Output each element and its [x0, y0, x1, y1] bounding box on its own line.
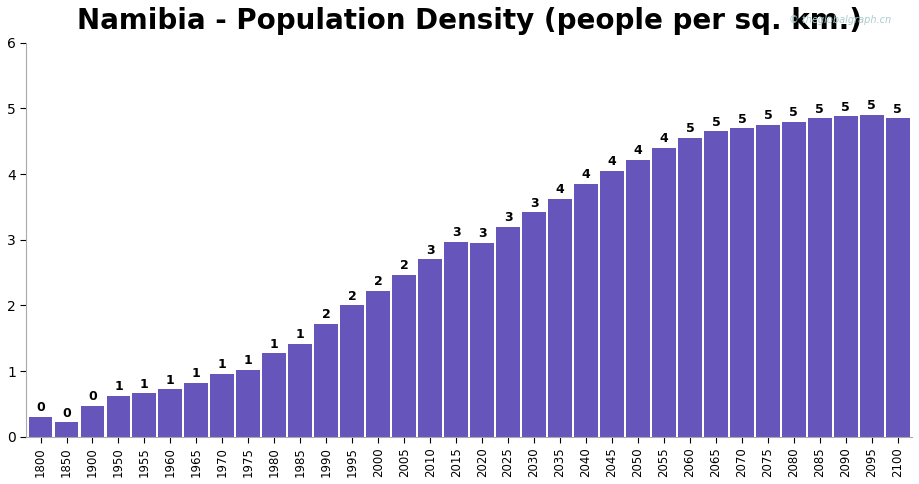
- Text: 1: 1: [244, 354, 253, 367]
- Bar: [28, 417, 52, 437]
- Bar: [704, 132, 728, 437]
- Bar: [496, 227, 520, 437]
- Text: 2: 2: [322, 308, 331, 321]
- Bar: [860, 115, 884, 437]
- Bar: [574, 184, 598, 437]
- Text: 2: 2: [348, 290, 357, 303]
- Text: 3: 3: [504, 211, 513, 224]
- Text: 5: 5: [842, 101, 850, 114]
- Text: 5: 5: [868, 99, 876, 112]
- Text: 5: 5: [893, 103, 902, 116]
- Text: 3: 3: [529, 197, 539, 210]
- Text: 0: 0: [62, 407, 71, 420]
- Bar: [107, 396, 130, 437]
- Text: 4: 4: [582, 168, 590, 182]
- Text: 1: 1: [166, 374, 175, 387]
- Bar: [289, 344, 312, 437]
- Text: 1: 1: [296, 328, 305, 341]
- Text: 5: 5: [711, 116, 720, 129]
- Text: 5: 5: [815, 103, 824, 116]
- Text: © theglobalgraph.cn: © theglobalgraph.cn: [789, 15, 891, 25]
- Bar: [678, 138, 702, 437]
- Bar: [367, 291, 391, 437]
- Text: 1: 1: [114, 380, 123, 393]
- Bar: [522, 212, 546, 437]
- Bar: [652, 148, 675, 437]
- Text: 1: 1: [192, 367, 200, 380]
- Text: 5: 5: [764, 109, 772, 122]
- Bar: [782, 121, 806, 437]
- Bar: [132, 393, 156, 437]
- Text: 1: 1: [270, 338, 278, 351]
- Bar: [418, 259, 442, 437]
- Text: 4: 4: [660, 132, 668, 145]
- Bar: [314, 324, 338, 437]
- Bar: [626, 160, 650, 437]
- Bar: [444, 242, 468, 437]
- Text: 4: 4: [607, 155, 617, 168]
- Bar: [340, 305, 364, 437]
- Bar: [834, 116, 857, 437]
- Bar: [548, 199, 572, 437]
- Text: 5: 5: [738, 113, 746, 125]
- Text: 3: 3: [478, 227, 486, 241]
- Text: 1: 1: [140, 378, 149, 391]
- Bar: [262, 353, 286, 437]
- Bar: [185, 383, 209, 437]
- Text: 4: 4: [556, 183, 564, 197]
- Text: 0: 0: [88, 390, 96, 403]
- Text: 5: 5: [789, 106, 799, 119]
- Bar: [471, 243, 494, 437]
- Bar: [756, 125, 780, 437]
- Bar: [730, 128, 754, 437]
- Bar: [392, 274, 416, 437]
- Text: 2: 2: [374, 275, 382, 288]
- Text: 2: 2: [400, 259, 409, 272]
- Bar: [210, 374, 234, 437]
- Text: 4: 4: [633, 144, 642, 157]
- Text: 5: 5: [686, 122, 695, 136]
- Bar: [236, 370, 260, 437]
- Bar: [81, 406, 105, 437]
- Text: 1: 1: [218, 358, 227, 371]
- Title: Namibia - Population Density (people per sq. km.): Namibia - Population Density (people per…: [76, 7, 862, 35]
- Bar: [808, 118, 832, 437]
- Text: 3: 3: [452, 226, 460, 239]
- Text: 0: 0: [36, 401, 45, 414]
- Bar: [600, 171, 624, 437]
- Text: 3: 3: [425, 244, 435, 257]
- Bar: [54, 423, 78, 437]
- Bar: [886, 118, 910, 437]
- Bar: [158, 390, 182, 437]
